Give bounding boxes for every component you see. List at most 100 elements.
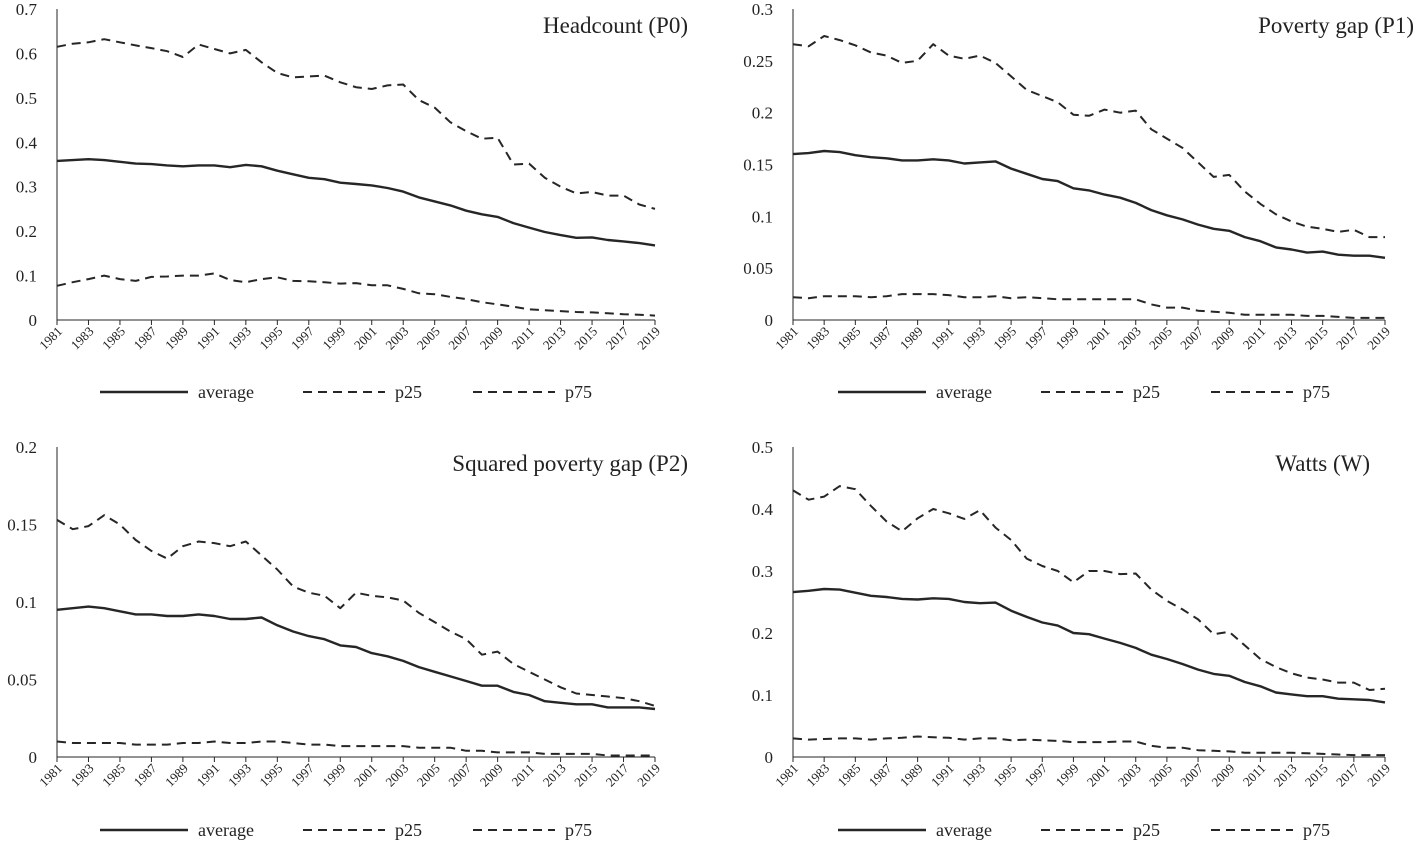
x-tick-label: 1993 [225,761,254,790]
x-tick-label: 2019 [1364,761,1393,790]
y-tick-label: 0.2 [16,222,37,241]
y-tick-label: 0.3 [752,562,773,581]
x-tick-label: 2013 [1271,761,1300,790]
series-line-average [792,149,1386,259]
legend: average p25 p75 [838,382,1330,402]
x-tick-label: 1983 [68,324,97,353]
x-tick-label: 2003 [382,324,411,353]
x-tick-label: 2001 [351,761,380,790]
x-tick-label: 2013 [540,324,569,353]
series-line-p25 [56,740,655,757]
series-line-average [56,605,656,711]
legend: average p25 p75 [100,382,592,402]
y-tick-label: 0.3 [752,0,773,19]
y-tick-label: 0.4 [16,133,38,152]
y-tick-label: 0.2 [752,104,773,123]
x-tick-label: 1999 [319,761,348,790]
x-tick-label: 1991 [928,324,957,353]
x-tick-label: 1981 [772,324,801,353]
x-tick-label: 1993 [959,761,988,790]
x-tick-label: 2017 [1333,760,1362,789]
x-tick-label: 2015 [571,761,600,790]
x-tick-label: 1991 [193,761,222,790]
y-tick-label: 0 [29,748,38,767]
x-tick-label: 1997 [1021,323,1050,352]
series-line-average [792,587,1386,704]
x-tick-label: 1989 [162,324,191,353]
y-tick-label: 0.25 [743,52,773,71]
x-tick-label: 1987 [866,323,895,352]
y-tick-label: 0.7 [16,0,38,19]
x-tick-label: 1997 [288,760,317,789]
series-line-p25 [792,735,1385,757]
x-tick-label: 2011 [1240,761,1269,790]
panel-4: 0 0.1 0.2 0.3 0.4 0.5 1981 1983 1985 1987 1989 1991… [752,438,1393,840]
legend-label: average [936,382,992,402]
x-tick-label: 1993 [225,324,254,353]
y-tick-label: 0.05 [7,671,37,690]
x-tick-label: 1999 [1053,761,1082,790]
x-tick-label: 2017 [1333,323,1362,352]
x-tick-label: 2007 [1177,323,1206,352]
y-tick-label: 0.2 [752,624,773,643]
x-tick-label: 1983 [803,761,832,790]
x-tick-label: 1995 [256,761,285,790]
y-tick-label: 0.3 [16,178,37,197]
legend: average p25 p75 [100,820,592,840]
x-tick-label: 1995 [990,761,1019,790]
x-tick-label: 1989 [897,324,926,353]
x-tick-label: 1991 [193,324,222,353]
legend-label: p75 [1303,382,1330,402]
y-tick-label: 0.1 [16,593,37,612]
panel-title: Watts (W) [1275,451,1370,476]
x-tick-label: 2011 [509,324,538,353]
y-tick-label: 0.5 [16,89,37,108]
x-tick-label: 2019 [634,324,663,353]
series-line-p75 [792,485,1386,691]
x-tick-label: 1995 [990,324,1019,353]
x-tick-label: 2009 [477,324,506,353]
x-tick-label: 2013 [1271,324,1300,353]
x-tick-label: 2015 [571,324,600,353]
series-line-p25 [56,272,656,317]
x-tick-label: 1987 [131,323,160,352]
panel-title: Headcount (P0) [543,13,688,38]
x-tick-label: 2007 [1177,760,1206,789]
legend-label: average [198,382,254,402]
x-tick-label: 2013 [540,761,569,790]
legend-label: p25 [395,820,422,840]
legend-label: p75 [565,382,592,402]
x-tick-label: 2005 [414,761,443,790]
x-tick-label: 1985 [834,761,863,790]
y-tick-label: 0.1 [752,686,773,705]
series-line-p75 [56,514,656,707]
x-tick-label: 2009 [1208,324,1237,353]
x-tick-label: 1987 [131,760,160,789]
legend-label: p75 [1303,820,1330,840]
y-tick-label: 0.15 [7,516,37,535]
y-tick-label: 0.05 [743,259,773,278]
y-tick-label: 0.2 [16,438,37,457]
x-tick-label: 1999 [319,324,348,353]
x-tick-label: 1991 [928,761,957,790]
y-tick-label: 0 [29,311,38,330]
x-tick-label: 1985 [99,324,128,353]
x-tick-label: 2011 [509,761,538,790]
x-tick-label: 2001 [351,324,380,353]
x-tick-label: 2003 [382,761,411,790]
x-tick-label: 2005 [1146,324,1175,353]
x-tick-label: 1983 [68,761,97,790]
x-tick-label: 2019 [634,761,663,790]
x-tick-label: 2017 [603,323,632,352]
series-line-p75 [56,38,656,210]
legend-label: average [936,820,992,840]
y-tick-label: 0.6 [16,44,37,63]
x-tick-label: 2003 [1115,324,1144,353]
x-tick-label: 2001 [1084,324,1113,353]
series-line-p25 [792,293,1385,319]
x-tick-label: 1981 [36,761,65,790]
x-tick-label: 2009 [477,761,506,790]
x-tick-label: 2003 [1115,761,1144,790]
